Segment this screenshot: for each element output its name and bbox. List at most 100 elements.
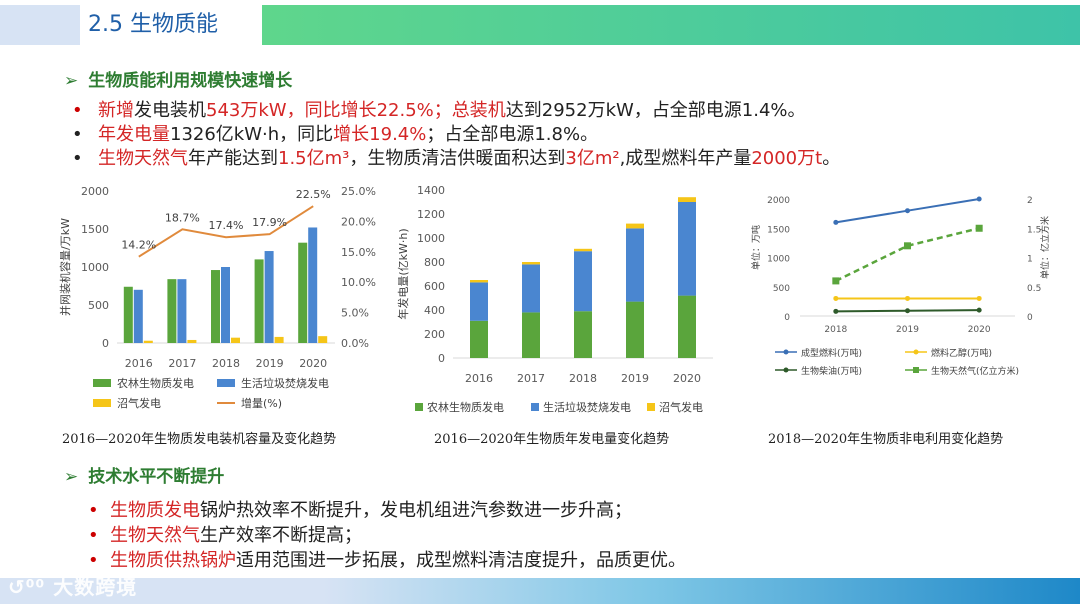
x-tick-label: 2018 bbox=[212, 357, 240, 370]
y-tick-label: 2000 bbox=[767, 196, 790, 206]
y-tick-label: 0 bbox=[102, 337, 109, 350]
legend-swatch bbox=[415, 403, 423, 411]
legend-label: 农林生物质发电 bbox=[427, 400, 504, 414]
section-heading-text: 技术水平不断提升 bbox=[88, 467, 225, 487]
chart1-caption: 2016—2020年生物质发电装机容量及变化趋势 bbox=[62, 432, 337, 447]
bar-0 bbox=[678, 295, 696, 358]
legend-swatch bbox=[217, 379, 235, 387]
y-tick-label: 500 bbox=[773, 284, 790, 294]
bullet-dot: • bbox=[88, 525, 99, 546]
bar-0 bbox=[254, 259, 264, 343]
data-label: 22.5% bbox=[296, 188, 331, 201]
bullet-text: 增长19.4% bbox=[333, 124, 427, 145]
data-point bbox=[975, 224, 983, 232]
bullet-text: 新增 bbox=[98, 100, 134, 121]
legend-marker bbox=[783, 367, 789, 373]
bullet-dot: • bbox=[72, 100, 83, 121]
bar-0 bbox=[123, 286, 133, 343]
bar-0 bbox=[167, 279, 177, 343]
y2-tick-label: 0.0% bbox=[341, 337, 369, 350]
bullet-dot: • bbox=[72, 148, 83, 169]
data-point bbox=[904, 242, 911, 250]
bar-1 bbox=[522, 264, 540, 313]
bar-2 bbox=[678, 197, 696, 202]
legend-swatch bbox=[531, 403, 539, 411]
data-point bbox=[833, 308, 839, 314]
data-point bbox=[976, 295, 982, 301]
bullet-text: 发电装机 bbox=[134, 100, 206, 121]
bar-0 bbox=[574, 311, 592, 358]
x-tick-label: 2019 bbox=[256, 357, 284, 370]
data-label: 17.9% bbox=[252, 216, 287, 229]
bar-1 bbox=[574, 251, 592, 312]
chart-installed-capacity: 0 500 1000 1500 2000 0.0% 5.0% 10.0% 15.0% 20.0% 2… bbox=[58, 185, 376, 410]
y2-tick-label: 0.5 bbox=[1027, 284, 1041, 294]
chart3-caption: 2018—2020年生物质非电利用变化趋势 bbox=[768, 432, 1004, 447]
watermark-text: 大数跨境 bbox=[53, 575, 138, 599]
data-point bbox=[833, 219, 839, 225]
legend-label: 生活垃圾焚烧发电 bbox=[543, 400, 631, 414]
y-tick-label: 1000 bbox=[767, 255, 790, 265]
watermark-logo: ↺⁰⁰ 大数跨境 bbox=[8, 571, 137, 600]
bullet-text: 生物质发电 bbox=[110, 500, 200, 521]
y-tick-label: 1500 bbox=[81, 223, 109, 236]
x-tick-label: 2019 bbox=[896, 325, 919, 335]
legend-marker bbox=[783, 349, 789, 355]
bullet-item: • 生物质发电锅炉热效率不断提升，发电机组进汽参数进一步升高； bbox=[88, 496, 632, 522]
bullet-text: 3亿m² bbox=[565, 148, 620, 169]
bar-2 bbox=[574, 248, 592, 252]
bullet-item: • 新增发电装机543万kW，同比增长22.5%；总装机达到2952万kW，占全部… bbox=[72, 96, 806, 122]
data-point bbox=[832, 277, 840, 285]
y2-axis-label: 单位：亿立方米 bbox=[1039, 216, 1051, 279]
y-tick-label: 1400 bbox=[417, 184, 445, 197]
bar-1 bbox=[133, 289, 143, 343]
bullet-text: 生物天然气 bbox=[110, 525, 200, 546]
x-tick-label: 2018 bbox=[824, 325, 847, 335]
x-tick-label: 2018 bbox=[569, 372, 597, 385]
data-point bbox=[905, 308, 910, 314]
legend-label: 生活垃圾焚烧发电 bbox=[241, 376, 329, 390]
y-tick-label: 1200 bbox=[417, 208, 445, 221]
bullet-text: 锅炉热效率不断提升，发电机组进汽参数进一步升高； bbox=[200, 500, 632, 521]
bar-1 bbox=[308, 227, 318, 343]
bullet-item: • 年发电量1326亿kW·h，同比增长19.4%；占全部电源1.8%。 bbox=[72, 120, 598, 146]
data-point bbox=[905, 208, 910, 214]
chart-annual-generation: 0 200 400 600 800 1000 1200 1400 年发电量(亿kW·h) 2016… bbox=[396, 184, 713, 414]
legend-label: 增量(%) bbox=[241, 396, 282, 410]
bullet-text: 年发电量 bbox=[98, 124, 170, 145]
legend-label: 燃料乙醇(万吨) bbox=[931, 347, 992, 359]
header-left-band bbox=[0, 5, 80, 45]
y-tick-label: 1500 bbox=[767, 225, 790, 235]
y-axis-label: 并网装机容量/万kW bbox=[58, 218, 72, 316]
bullet-text: 年产能达到 bbox=[188, 148, 278, 169]
data-point bbox=[833, 295, 839, 301]
bullet-text: 。 bbox=[822, 148, 841, 169]
bar-2 bbox=[626, 223, 644, 229]
legend-label: 沼气发电 bbox=[117, 396, 161, 410]
y2-tick-label: 1 bbox=[1027, 255, 1033, 265]
y-tick-label: 400 bbox=[424, 304, 445, 317]
bar-0 bbox=[298, 242, 308, 343]
bullet-item: • 生物天然气年产能达到1.5亿m³，生物质清洁供暖面积达到3亿m²,成型燃料年产… bbox=[72, 144, 840, 170]
data-label: 14.2% bbox=[121, 239, 156, 252]
bar-0 bbox=[470, 320, 488, 358]
y-tick-label: 0 bbox=[784, 313, 790, 323]
y2-tick-label: 25.0% bbox=[341, 185, 376, 198]
bar-1 bbox=[177, 279, 187, 343]
y2-tick-label: 0 bbox=[1027, 313, 1033, 323]
y-tick-label: 600 bbox=[424, 280, 445, 293]
bar-2 bbox=[187, 339, 197, 343]
arrow-icon: ➢ bbox=[64, 71, 79, 91]
section-heading-tech: ➢ 技术水平不断提升 bbox=[64, 462, 224, 487]
bar-2 bbox=[274, 336, 284, 343]
x-tick-label: 2020 bbox=[299, 357, 327, 370]
bar-0 bbox=[522, 312, 540, 358]
section-heading-text: 生物质能利用规模快速增长 bbox=[88, 71, 293, 91]
legend-label: 农林生物质发电 bbox=[117, 376, 194, 390]
bar-1 bbox=[264, 251, 274, 343]
watermark-icon: ↺⁰⁰ bbox=[8, 575, 46, 599]
legend-marker bbox=[913, 367, 919, 373]
x-tick-label: 2020 bbox=[968, 325, 991, 335]
y-tick-label: 1000 bbox=[417, 232, 445, 245]
y-axis-label: 年发电量(亿kW·h) bbox=[396, 228, 410, 319]
